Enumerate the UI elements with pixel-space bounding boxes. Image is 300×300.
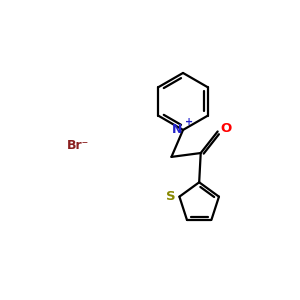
Text: N: N — [172, 123, 182, 136]
Text: O: O — [220, 122, 231, 135]
Text: S: S — [166, 190, 175, 203]
Text: +: + — [185, 117, 194, 127]
Text: Br⁻: Br⁻ — [67, 139, 89, 152]
